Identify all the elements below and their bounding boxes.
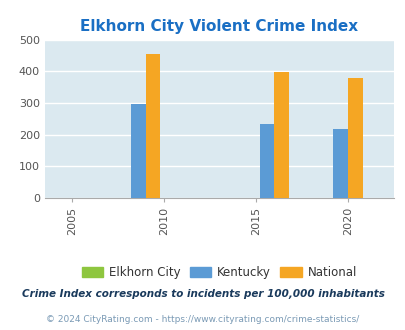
- Bar: [333, 129, 347, 198]
- Text: © 2024 CityRating.com - https://www.cityrating.com/crime-statistics/: © 2024 CityRating.com - https://www.city…: [46, 315, 359, 324]
- Bar: [347, 78, 362, 198]
- Title: Elkhorn City Violent Crime Index: Elkhorn City Violent Crime Index: [80, 19, 358, 34]
- Bar: [259, 124, 274, 198]
- Bar: [131, 104, 145, 198]
- Legend: Elkhorn City, Kentucky, National: Elkhorn City, Kentucky, National: [77, 261, 361, 284]
- Text: Crime Index corresponds to incidents per 100,000 inhabitants: Crime Index corresponds to incidents per…: [21, 289, 384, 299]
- Bar: [274, 72, 288, 198]
- Bar: [145, 54, 160, 198]
